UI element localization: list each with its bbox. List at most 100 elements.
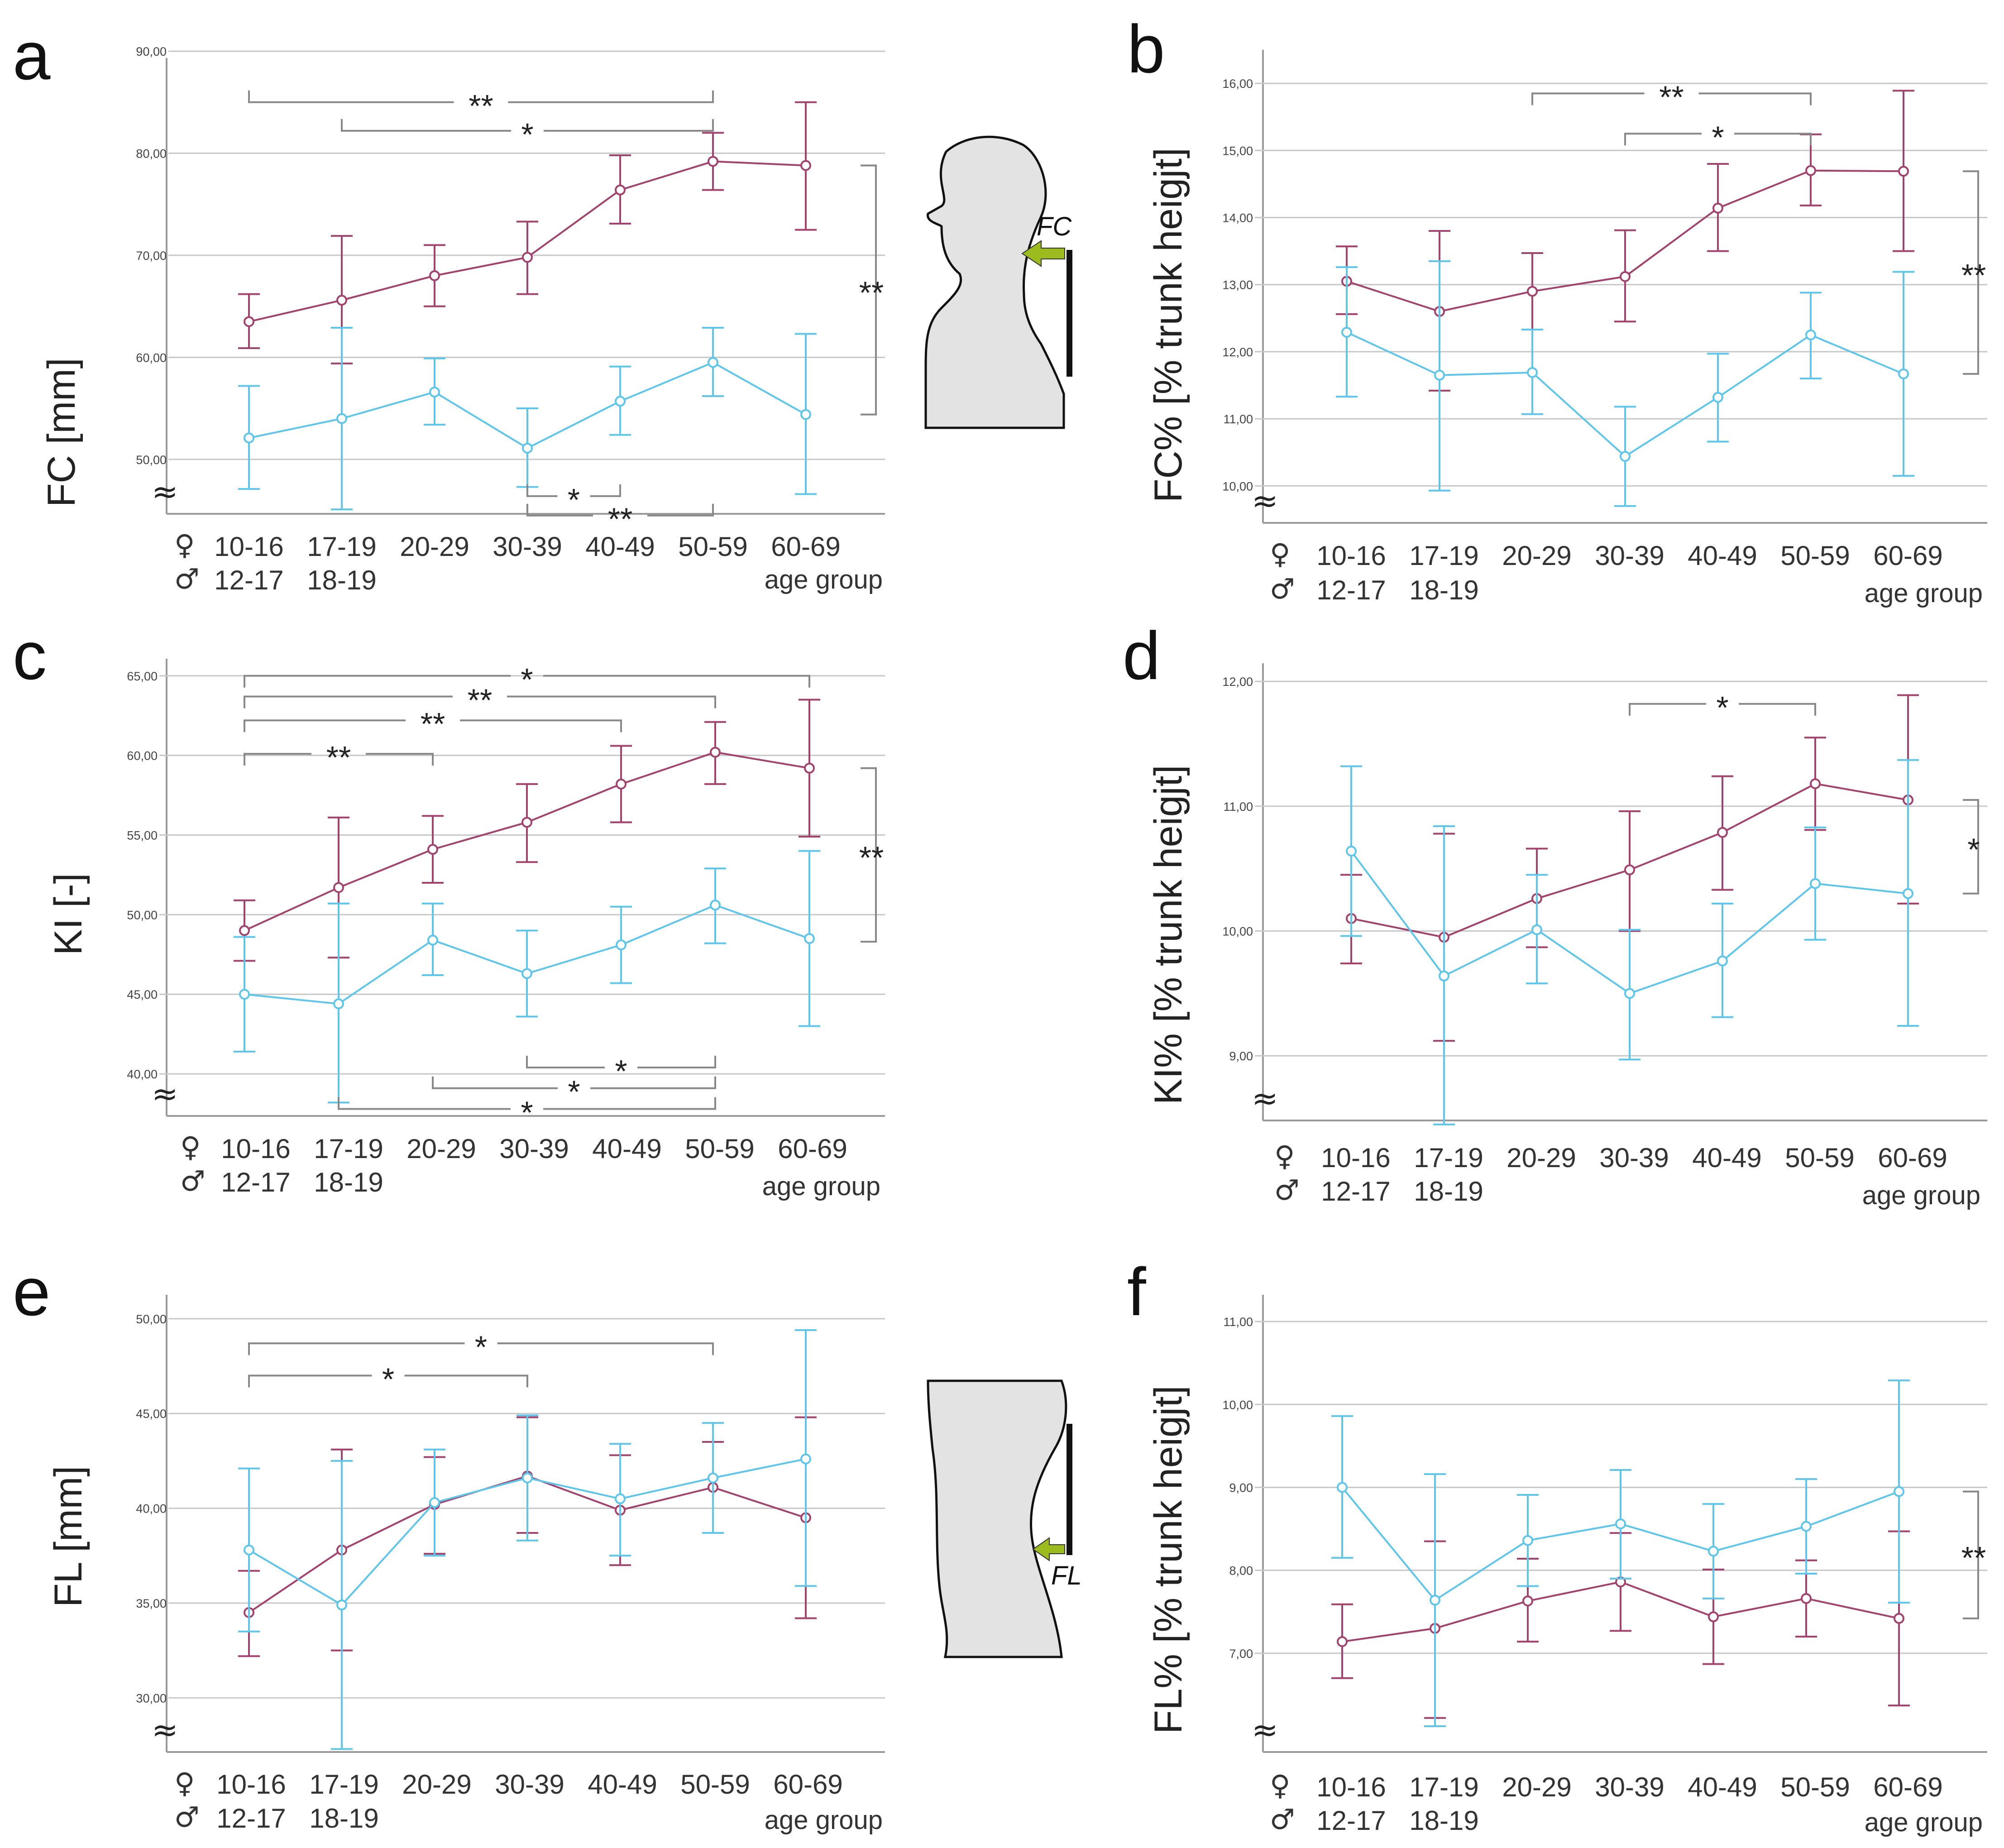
panel-e-ytick-label: 30,00 bbox=[136, 1691, 167, 1705]
panel-a-female-point bbox=[336, 413, 347, 424]
panel-e-axis-break-icon: ≈ bbox=[152, 1711, 178, 1748]
panel-c-sig-label: ** bbox=[326, 740, 351, 775]
panel-b-xtick-female-0: 10-16 bbox=[1316, 541, 1386, 571]
panel-e-sig-bracket-line bbox=[248, 1374, 528, 1388]
panel-a-ytick-label: 50,00 bbox=[136, 453, 167, 467]
panel-d-xtick-female-3: 30-39 bbox=[1599, 1143, 1669, 1173]
panel-a-male-point bbox=[708, 156, 718, 167]
panel-e-ytick-label: 50,00 bbox=[136, 1312, 167, 1326]
panel-a-ytick-label: 90,00 bbox=[136, 45, 167, 58]
panel-b-grid: 10,00 11,00 12,00 13,00 14,00 15,00 16,00 bbox=[1222, 77, 1987, 493]
panel-c-sig-bracket: * bbox=[432, 1074, 716, 1110]
panel-e-xlabel: age group bbox=[765, 1805, 883, 1835]
panel-a-male-point bbox=[336, 295, 347, 306]
panel-e-xtick-female-4: 40-49 bbox=[588, 1769, 657, 1800]
panel-b-female-point bbox=[1434, 369, 1445, 381]
panel-e-ytick-label: 40,00 bbox=[136, 1502, 167, 1516]
panel-d-x-male-ticks: 12-17 18-19 bbox=[1321, 1176, 1483, 1206]
panel-a-male-point bbox=[244, 316, 254, 327]
panel-b-male-symbol: ♂ bbox=[1270, 572, 1295, 605]
panel-e-female-point bbox=[522, 1472, 533, 1484]
panel-c-female-point bbox=[616, 939, 627, 951]
panel-f-ytick-label: 7,00 bbox=[1229, 1647, 1253, 1661]
panel-a-female-point bbox=[708, 357, 718, 368]
panel-b-male-point bbox=[1620, 271, 1631, 282]
panel-d-sig-bracket: * bbox=[1629, 690, 1816, 725]
panel-d-sex-bracket-label: * bbox=[1967, 832, 1980, 867]
panel-a-sig-bracket-line bbox=[248, 90, 714, 103]
panel-e-male-symbol: ♂ bbox=[174, 1800, 200, 1834]
panel-f-male-point bbox=[1894, 1613, 1904, 1624]
panel-c-sig-label: ** bbox=[421, 706, 445, 742]
panel-d-xtick-female-4: 40-49 bbox=[1692, 1143, 1761, 1173]
panel-a-sig-bracket-line bbox=[526, 484, 621, 497]
panel-f-xtick-female-0: 10-16 bbox=[1316, 1772, 1386, 1802]
panel-c-axis-break-icon: ≈ bbox=[152, 1075, 178, 1112]
panel-f-xtick-female-6: 60-69 bbox=[1873, 1772, 1942, 1802]
panel-c-sig-bracket: ** bbox=[244, 682, 716, 718]
panel-c-ytick-label: 65,00 bbox=[127, 670, 158, 683]
panel-c-letter: c bbox=[13, 618, 47, 694]
panel-a-ytick-label: 60,00 bbox=[136, 351, 167, 364]
panel-f-female-point bbox=[1337, 1482, 1348, 1493]
panel-c-male-point bbox=[427, 844, 438, 855]
panel-c-sex-bracket-label: ** bbox=[859, 840, 884, 875]
panel-c-sig-bracket: ** bbox=[244, 740, 434, 775]
panel-d-sig-bracket-line bbox=[1629, 703, 1816, 716]
panel-f-male-point bbox=[1337, 1636, 1348, 1647]
panel-b-sig-bracket: * bbox=[1624, 120, 1812, 155]
panel-a-male-point bbox=[615, 184, 626, 196]
panel-e-xtick-female-2: 20-29 bbox=[402, 1769, 471, 1800]
panel-c-sig-bracket: * bbox=[244, 662, 810, 697]
panel-b-ytick-label: 12,00 bbox=[1222, 345, 1253, 359]
panel-e-female-point bbox=[244, 1544, 254, 1556]
panel-b-ytick-label: 16,00 bbox=[1222, 77, 1253, 91]
panel-c-sig-label: * bbox=[615, 1053, 627, 1089]
panel-c-female-point bbox=[427, 934, 438, 946]
panel-d-female-point bbox=[1624, 988, 1635, 999]
panel-c-xtick-female-6: 60-69 bbox=[778, 1134, 847, 1164]
panel-c-sig-bracket-line bbox=[244, 753, 434, 766]
panel-e-xtick-female-6: 60-69 bbox=[773, 1769, 842, 1800]
panel-c-xlabel: age group bbox=[762, 1172, 880, 1201]
panel-e-sig-bracket: * bbox=[248, 1361, 528, 1397]
panel-c-sig-bracket: * bbox=[526, 1053, 716, 1089]
panel-a-sig-bracket-line bbox=[526, 503, 714, 517]
panel-b-ytick-label: 11,00 bbox=[1223, 412, 1253, 426]
panel-a-axis-break-icon: ≈ bbox=[152, 473, 178, 510]
panel-b-series-female bbox=[1336, 260, 1914, 507]
panel-f-xtick-female-2: 20-29 bbox=[1502, 1772, 1571, 1802]
panel-a-xtick-female-5: 50-59 bbox=[678, 531, 747, 562]
panel-c-sig-label: * bbox=[521, 662, 533, 697]
panel-b-xlabel: age group bbox=[1865, 579, 1983, 608]
panel-a-female-point bbox=[522, 442, 533, 454]
panel-c-male-point bbox=[710, 747, 721, 758]
panel-d-male-symbol: ♂ bbox=[1274, 1173, 1300, 1206]
panel-d-female-point bbox=[1717, 955, 1728, 967]
panel-f-xtick-male-0: 12-17 bbox=[1316, 1805, 1386, 1836]
panel-b-female-point bbox=[1620, 451, 1631, 462]
panel-f-ytick-label: 9,00 bbox=[1229, 1481, 1253, 1494]
panel-b-female-point bbox=[1898, 368, 1909, 379]
panel-c-female-point bbox=[710, 900, 721, 911]
panel-f-ytick-label: 10,00 bbox=[1222, 1398, 1253, 1412]
panel-f: f FL% [% trunk heigjt] ≈ ♀ ♂ 10-16 17-19… bbox=[1127, 1254, 1987, 1837]
panel-c-xtick-male-0: 12-17 bbox=[221, 1167, 290, 1197]
panel-d-female-point bbox=[1346, 846, 1357, 857]
panel-e-female-point bbox=[800, 1453, 811, 1465]
panel-b-sig-bracket: ** bbox=[1531, 79, 1812, 115]
panel-a-female-point bbox=[429, 386, 440, 397]
panel-c-female-point bbox=[333, 998, 344, 1010]
panel-b-male-point bbox=[1527, 286, 1538, 297]
panel-f-female-symbol: ♀ bbox=[1270, 1769, 1290, 1802]
panel-b-sex-bracket: ** bbox=[1961, 170, 1986, 375]
panel-e-xtick-female-0: 10-16 bbox=[216, 1769, 286, 1800]
panel-b-xtick-female-3: 30-39 bbox=[1595, 541, 1664, 571]
panel-e-series-female bbox=[238, 1329, 817, 1750]
panel-a-male-point bbox=[429, 270, 440, 281]
panel-f-female-point bbox=[1615, 1518, 1626, 1530]
panel-a-sig-bracket: * bbox=[341, 117, 714, 152]
panel-c: c KI [-] ≈ ♀ ♂ 10-16 17-19 20-29 30-39 4… bbox=[13, 618, 885, 1201]
panel-c-xtick-female-5: 50-59 bbox=[685, 1134, 754, 1164]
panel-c-sig-bracket: * bbox=[338, 1095, 716, 1130]
